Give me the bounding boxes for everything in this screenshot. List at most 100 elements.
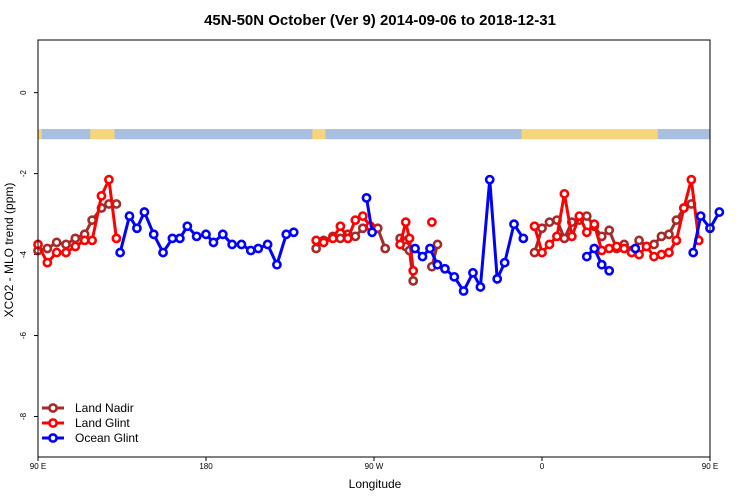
data-point xyxy=(139,207,150,217)
series-line xyxy=(691,211,721,253)
data-point xyxy=(311,235,322,246)
data-point xyxy=(649,239,659,250)
data-point xyxy=(604,225,615,236)
data-point xyxy=(537,223,547,234)
data-point xyxy=(499,257,510,268)
data-point xyxy=(318,237,329,248)
data-point xyxy=(678,203,689,213)
data-point xyxy=(167,233,178,244)
y-tick-label: -8 xyxy=(19,412,28,420)
data-point xyxy=(104,174,114,185)
data-point xyxy=(518,233,529,244)
data-point xyxy=(432,239,443,250)
data-point xyxy=(191,231,202,242)
y-tick-label: 0 xyxy=(19,90,28,95)
data-point xyxy=(70,233,81,244)
data-point xyxy=(328,233,338,244)
data-point xyxy=(671,215,682,226)
data-point xyxy=(361,192,372,203)
data-point xyxy=(272,259,282,270)
data-point xyxy=(87,235,98,246)
data-point xyxy=(432,259,443,270)
chart-title: 45N-50N October (Ver 9) 2014-09-06 to 20… xyxy=(204,12,556,29)
data-point xyxy=(649,251,659,262)
data-point xyxy=(449,271,460,282)
data-point xyxy=(544,217,555,228)
y-tick-label: -6 xyxy=(19,331,28,339)
data-point xyxy=(51,247,62,258)
data-point xyxy=(408,275,419,286)
data-point xyxy=(395,239,406,250)
legend-label: Ocean Glint xyxy=(75,431,139,445)
data-point xyxy=(537,247,547,258)
data-point xyxy=(566,231,577,242)
data-point xyxy=(201,229,211,240)
data-point xyxy=(174,233,185,244)
data-point xyxy=(581,211,592,222)
data-point xyxy=(688,247,699,258)
data-point xyxy=(484,174,495,185)
data-point xyxy=(61,239,71,250)
land-ocean-mask-band xyxy=(38,129,710,140)
data-point xyxy=(581,251,592,262)
data-point xyxy=(262,239,273,250)
series-2 xyxy=(115,174,725,296)
plot-series xyxy=(33,174,725,296)
data-point xyxy=(404,233,415,244)
data-point xyxy=(611,241,622,252)
data-point xyxy=(574,211,585,222)
data-point xyxy=(208,237,219,248)
data-point xyxy=(288,227,299,238)
data-point xyxy=(357,223,368,234)
data-point xyxy=(589,219,600,230)
data-point xyxy=(425,243,435,254)
data-point xyxy=(529,247,540,258)
data-point xyxy=(559,188,570,199)
data-point xyxy=(417,251,428,262)
data-point xyxy=(70,241,81,252)
mask-band-ocean-segment xyxy=(325,129,522,140)
axes: 90 E 180 90 W 0 90 E 0 -2 -4 -6 -8 xyxy=(19,90,718,471)
data-point xyxy=(544,239,555,250)
data-point xyxy=(227,239,238,250)
data-point xyxy=(686,174,697,185)
data-point xyxy=(656,231,667,242)
data-point xyxy=(492,273,503,284)
data-point xyxy=(281,229,292,240)
plot-frame xyxy=(37,39,711,458)
data-point xyxy=(604,265,615,276)
data-point xyxy=(630,243,641,254)
data-point xyxy=(552,231,562,242)
data-point xyxy=(96,190,107,201)
data-point xyxy=(42,243,53,254)
data-point xyxy=(641,241,652,252)
data-point xyxy=(619,243,630,254)
data-point xyxy=(656,249,667,260)
y-tick-label: -2 xyxy=(19,170,28,178)
data-point xyxy=(350,215,361,226)
data-point xyxy=(357,211,368,222)
data-point xyxy=(335,221,346,232)
data-point xyxy=(596,259,607,270)
y-axis-label: XCO2 - MLO trend (ppm) xyxy=(2,183,16,318)
data-point xyxy=(42,257,53,268)
data-point xyxy=(468,267,478,278)
y-tick-label: -4 xyxy=(19,250,28,258)
data-point xyxy=(51,237,62,248)
legend-marker xyxy=(48,433,58,443)
data-point xyxy=(581,227,592,238)
data-point xyxy=(475,282,486,292)
x-axis-label: Longitude xyxy=(349,477,402,491)
data-point xyxy=(408,265,419,276)
series-line xyxy=(365,197,374,233)
data-point xyxy=(367,227,378,238)
data-point xyxy=(158,247,168,258)
data-point xyxy=(61,247,71,258)
data-point xyxy=(245,245,256,256)
data-point xyxy=(509,219,519,230)
data-point xyxy=(714,207,725,217)
mask-band-ocean-segment xyxy=(41,129,91,140)
data-point xyxy=(335,233,346,244)
data-point xyxy=(380,243,391,254)
